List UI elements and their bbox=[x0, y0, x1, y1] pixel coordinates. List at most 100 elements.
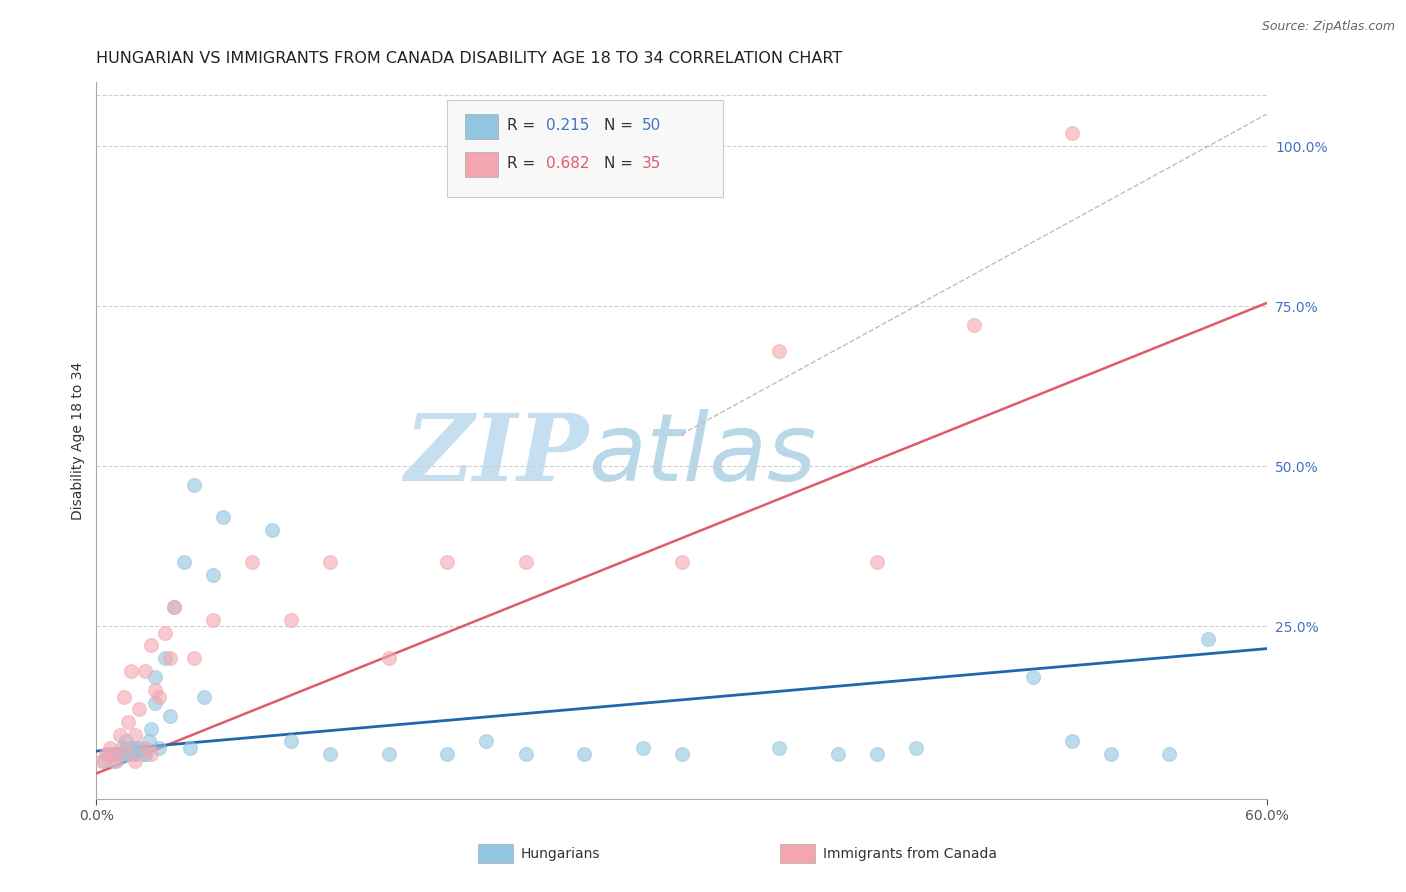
Point bbox=[1099, 747, 1122, 762]
Point bbox=[280, 613, 302, 627]
Point bbox=[865, 555, 887, 569]
Point bbox=[378, 651, 401, 665]
Point bbox=[378, 747, 401, 762]
Point bbox=[436, 747, 458, 762]
Point bbox=[114, 740, 136, 755]
Point bbox=[124, 740, 146, 755]
Point bbox=[139, 639, 162, 653]
Text: ZIP: ZIP bbox=[404, 410, 588, 500]
Point bbox=[111, 740, 134, 755]
Point bbox=[515, 747, 537, 762]
Point bbox=[1197, 632, 1219, 646]
Point bbox=[671, 555, 693, 569]
Point bbox=[202, 613, 225, 627]
Point bbox=[159, 709, 181, 723]
Point bbox=[124, 747, 146, 762]
FancyBboxPatch shape bbox=[465, 153, 498, 178]
Point bbox=[153, 625, 176, 640]
Text: N =: N = bbox=[605, 155, 638, 170]
Point bbox=[1060, 126, 1083, 140]
Point bbox=[1021, 670, 1043, 684]
Point bbox=[128, 702, 150, 716]
Point bbox=[134, 740, 156, 755]
Point bbox=[963, 318, 986, 333]
Text: atlas: atlas bbox=[588, 409, 815, 500]
Point bbox=[101, 747, 124, 762]
Point bbox=[280, 734, 302, 748]
Point bbox=[124, 754, 146, 768]
Point bbox=[153, 651, 176, 665]
Point bbox=[159, 651, 181, 665]
Text: 50: 50 bbox=[641, 118, 661, 133]
Point bbox=[827, 747, 849, 762]
Point bbox=[631, 740, 654, 755]
Point bbox=[143, 696, 166, 710]
Point bbox=[148, 740, 170, 755]
Point bbox=[1159, 747, 1181, 762]
Point bbox=[121, 740, 143, 755]
Y-axis label: Disability Age 18 to 34: Disability Age 18 to 34 bbox=[72, 361, 86, 520]
Point bbox=[108, 728, 131, 742]
Point bbox=[163, 600, 186, 615]
Text: 0.215: 0.215 bbox=[546, 118, 589, 133]
Point bbox=[173, 555, 195, 569]
Point bbox=[572, 747, 595, 762]
Point bbox=[134, 747, 156, 762]
Point bbox=[114, 734, 136, 748]
Text: Hungarians: Hungarians bbox=[520, 847, 600, 861]
Point bbox=[134, 747, 156, 762]
Point bbox=[242, 555, 264, 569]
Point bbox=[104, 754, 127, 768]
Point bbox=[319, 747, 342, 762]
Point bbox=[179, 740, 201, 755]
Text: R =: R = bbox=[508, 155, 540, 170]
Text: HUNGARIAN VS IMMIGRANTS FROM CANADA DISABILITY AGE 18 TO 34 CORRELATION CHART: HUNGARIAN VS IMMIGRANTS FROM CANADA DISA… bbox=[97, 51, 842, 66]
Text: Source: ZipAtlas.com: Source: ZipAtlas.com bbox=[1261, 20, 1395, 33]
Point bbox=[98, 740, 121, 755]
Point bbox=[117, 747, 139, 762]
Text: 35: 35 bbox=[641, 155, 661, 170]
Point bbox=[104, 747, 127, 762]
Point bbox=[134, 664, 156, 678]
Point bbox=[91, 754, 114, 768]
Point bbox=[319, 555, 342, 569]
Point bbox=[202, 568, 225, 582]
Point bbox=[138, 734, 160, 748]
Point bbox=[139, 722, 162, 736]
Point bbox=[103, 754, 125, 768]
Point bbox=[768, 740, 790, 755]
Point bbox=[108, 747, 131, 762]
Point bbox=[93, 754, 115, 768]
Point bbox=[904, 740, 927, 755]
Text: N =: N = bbox=[605, 118, 638, 133]
Point bbox=[768, 343, 790, 358]
Point bbox=[865, 747, 887, 762]
Point bbox=[117, 715, 139, 730]
Point bbox=[163, 600, 186, 615]
Point bbox=[212, 510, 235, 524]
Point bbox=[124, 728, 146, 742]
Point bbox=[1060, 734, 1083, 748]
Point bbox=[112, 690, 135, 704]
Point bbox=[436, 555, 458, 569]
Point bbox=[124, 747, 146, 762]
Point bbox=[128, 740, 150, 755]
Point bbox=[671, 747, 693, 762]
Point bbox=[143, 670, 166, 684]
Text: Immigrants from Canada: Immigrants from Canada bbox=[823, 847, 997, 861]
Text: R =: R = bbox=[508, 118, 540, 133]
Point bbox=[97, 747, 120, 762]
Point bbox=[515, 555, 537, 569]
Point bbox=[475, 734, 498, 748]
Point bbox=[139, 747, 162, 762]
Point bbox=[114, 747, 136, 762]
Point bbox=[104, 747, 127, 762]
Point bbox=[183, 478, 205, 492]
Point bbox=[148, 690, 170, 704]
Point bbox=[94, 747, 117, 762]
Point bbox=[193, 690, 215, 704]
Point bbox=[183, 651, 205, 665]
Point bbox=[143, 683, 166, 698]
FancyBboxPatch shape bbox=[465, 114, 498, 139]
FancyBboxPatch shape bbox=[447, 100, 723, 197]
